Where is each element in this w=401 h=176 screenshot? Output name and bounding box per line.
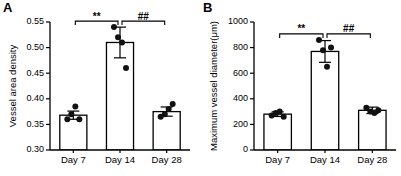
y-tick [250,98,254,99]
error-bar [114,27,126,58]
significance-bracket [280,34,323,38]
data-point [170,101,176,107]
significance-label: ** [93,11,101,22]
y-tick-label: 0.40 [26,93,44,103]
data-point [119,39,125,45]
x-tick-label: Day 14 [310,154,340,165]
y-tick-label: 0.50 [26,42,44,52]
y-tick [250,73,254,74]
error-bar [161,107,173,116]
y-axis-line [253,22,254,150]
panel-label: A [3,0,13,15]
significance-bracket [75,21,118,25]
x-tick [324,150,325,153]
y-tick [46,21,50,22]
y-tick [46,149,50,150]
y-tick-label: 0.30 [26,144,44,154]
error-cap [319,62,331,63]
data-point [123,65,129,71]
bar [106,42,133,150]
y-tick-label: 400 [233,93,248,103]
data-point [281,114,287,120]
y-tick [46,98,50,99]
significance-bracket [327,34,370,38]
y-tick-label: 600 [233,68,248,78]
y-axis-line [49,22,50,150]
y-tick-label: 0 [243,144,248,154]
plot-area [264,37,386,150]
x-tick-label: Day 7 [265,154,290,165]
y-tick-label: 200 [233,119,248,129]
y-tick [46,47,50,48]
y-axis-title: Vessel area density [7,45,18,128]
significance-label: ## [138,11,150,22]
x-tick-label: Day 14 [105,154,135,165]
bar [359,110,386,150]
data-point [375,107,381,113]
bar [153,112,180,150]
error-cap [114,57,126,58]
y-tick-label: 0.35 [26,119,44,129]
y-axis-title: Maximum vessel diameter(μm) [208,21,219,151]
data-point [111,24,117,30]
y-tick-label: 800 [233,42,248,52]
y-tick [250,21,254,22]
x-tick-label: Day 28 [152,154,182,165]
data-point [316,37,322,43]
figure: A Vessel area density 0.30 0.35 0.40 0.45 0.50… [0,0,401,176]
data-point [68,111,74,117]
panel: A Vessel area density 0.30 0.35 0.40 0.45 0.50… [3,0,190,165]
x-tick [277,150,278,153]
x-tick [166,150,167,153]
significance-label: ## [343,23,355,34]
data-point [328,45,334,51]
panel: B Maximum vessel diameter(μm) 0 200 400 600 80… [203,0,396,165]
data-point [64,116,70,122]
panel-label: B [203,0,212,15]
plot-area [60,24,180,150]
y-tick [250,47,254,48]
bar [311,51,338,150]
bar [60,115,87,150]
data-point [320,47,326,53]
bar [264,114,291,150]
x-tick-label: Day 7 [61,154,86,165]
x-tick [119,150,120,153]
error-cap [67,110,79,111]
y-tick-label: 0.45 [26,68,44,78]
data-point [162,111,168,117]
data-point [324,64,330,70]
y-tick [250,149,254,150]
y-tick [46,73,50,74]
data-point [277,109,283,115]
y-tick [46,124,50,125]
y-tick-label: 0.55 [26,16,44,26]
x-tick [372,150,373,153]
y-tick [250,124,254,125]
y-tick-label: 1000 [228,16,248,26]
x-tick-label: Day 28 [357,154,387,165]
data-point [115,34,121,40]
x-tick [73,150,74,153]
data-point [166,106,172,112]
significance-label: ** [297,23,305,34]
significance-bracket [122,21,165,25]
data-point [76,116,82,122]
data-point [72,103,78,109]
error-bar [319,41,331,63]
